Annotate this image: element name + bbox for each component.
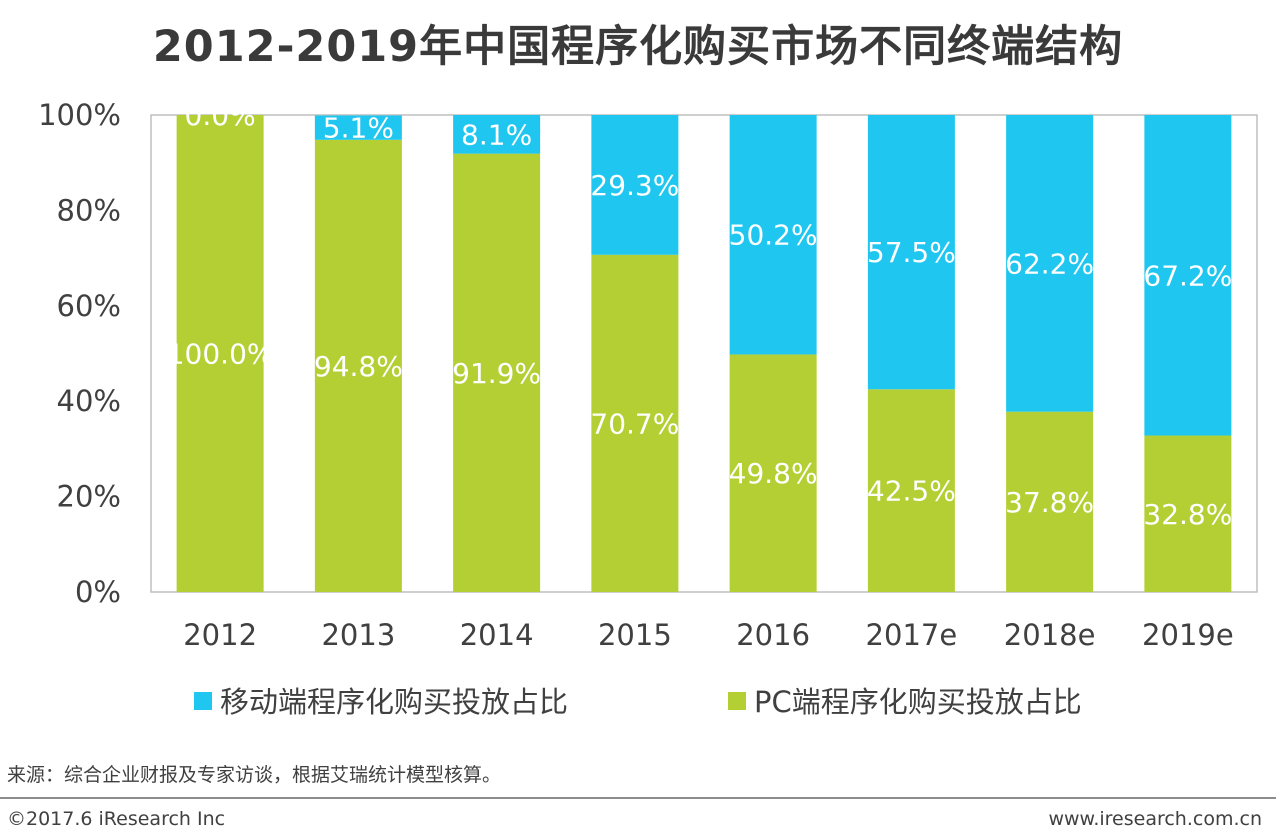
y-tick-label: 40% — [57, 384, 121, 418]
data-label-pc-2013: 94.8% — [314, 350, 403, 383]
data-label-pc-2017e: 42.5% — [867, 475, 956, 508]
bar-pc-2012 — [176, 115, 264, 592]
y-tick-label: 60% — [57, 289, 121, 323]
x-tick-label: 2012 — [183, 618, 257, 652]
x-axis: 2012 2013 2014 2015 2016 2017e 2018e 2019e — [183, 618, 1233, 652]
bar-mobile-2017e — [867, 115, 955, 390]
data-label-mobile-2014: 8.1% — [461, 118, 532, 151]
data-label-mobile-2018e: 62.2% — [1005, 247, 1094, 280]
legend: 移动端程序化购买投放占比 PC端程序化购买投放占比 — [194, 685, 1082, 719]
copyright: ©2017.6 iResearch Inc — [7, 808, 226, 830]
x-tick-label: 2013 — [321, 618, 395, 652]
y-tick-label: 0% — [75, 575, 121, 609]
legend-pc-swatch — [728, 692, 746, 710]
y-tick-label: 80% — [57, 193, 121, 227]
data-label-mobile-2016: 50.2% — [729, 219, 818, 252]
x-tick-label: 2015 — [598, 618, 672, 652]
x-tick-label: 2016 — [736, 618, 810, 652]
bar-mobile-2019e — [1144, 115, 1232, 436]
data-label-pc-2012: 100.0% — [167, 338, 274, 371]
bar-pc-2017e — [867, 389, 955, 592]
bars: 100.0% 0.0% 94.8% 5.1% 91.9% 8.1% 70.7% 29.3% 49… — [167, 99, 1232, 593]
chart-title: 2012-2019年中国程序化购买市场不同终端结构 — [152, 22, 1124, 72]
x-tick-label: 2019e — [1142, 618, 1234, 652]
bar-mobile-2013 — [314, 115, 402, 140]
y-axis: 0% 20% 40% 60% 80% 100% — [38, 98, 121, 609]
data-label-mobile-2017e: 57.5% — [867, 236, 956, 269]
legend-mobile-label: 移动端程序化购买投放占比 — [220, 685, 568, 719]
bar-pc-2016 — [729, 354, 817, 592]
data-label-mobile-2019e: 67.2% — [1143, 259, 1232, 292]
data-label-pc-2019e: 32.8% — [1143, 498, 1232, 531]
bar-mobile-2016 — [729, 115, 817, 355]
data-label-pc-2016: 49.8% — [729, 457, 818, 490]
y-tick-label: 20% — [57, 480, 121, 514]
bar-mobile-2014 — [453, 115, 541, 154]
x-tick-label: 2017e — [866, 618, 958, 652]
data-label-pc-2014: 91.9% — [452, 357, 541, 390]
bar-mobile-2018e — [1006, 115, 1094, 412]
bar-pc-2014 — [453, 153, 541, 592]
bar-pc-2019e — [1144, 435, 1232, 592]
legend-mobile-swatch — [194, 692, 212, 710]
data-label-mobile-2015: 29.3% — [590, 169, 679, 202]
plot-area-frame — [150, 114, 1258, 593]
x-tick-label: 2018e — [1004, 618, 1096, 652]
legend-pc-label: PC端程序化购买投放占比 — [754, 685, 1082, 719]
data-label-pc-2018e: 37.8% — [1005, 486, 1094, 519]
y-tick-label: 100% — [38, 98, 121, 132]
footer-divider — [0, 797, 1276, 799]
data-label-pc-2015: 70.7% — [590, 407, 679, 440]
data-label-mobile-2013: 5.1% — [323, 112, 394, 145]
website-link[interactable]: www.iresearch.com.cn — [1048, 808, 1262, 830]
bar-pc-2018e — [1006, 411, 1094, 592]
stacked-bar-chart: 0% 20% 40% 60% 80% 100% 100.0% 0.0% 94.8% 5.1% 91… — [38, 98, 1258, 719]
bar-mobile-2015 — [591, 115, 679, 255]
bar-pc-2015 — [591, 254, 679, 593]
data-label-mobile-2012: 0.0% — [185, 99, 256, 132]
source-note: 来源：综合企业财报及专家访谈，根据艾瑞统计模型核算。 — [7, 764, 502, 786]
x-tick-label: 2014 — [460, 618, 534, 652]
bar-pc-2013 — [314, 139, 402, 592]
